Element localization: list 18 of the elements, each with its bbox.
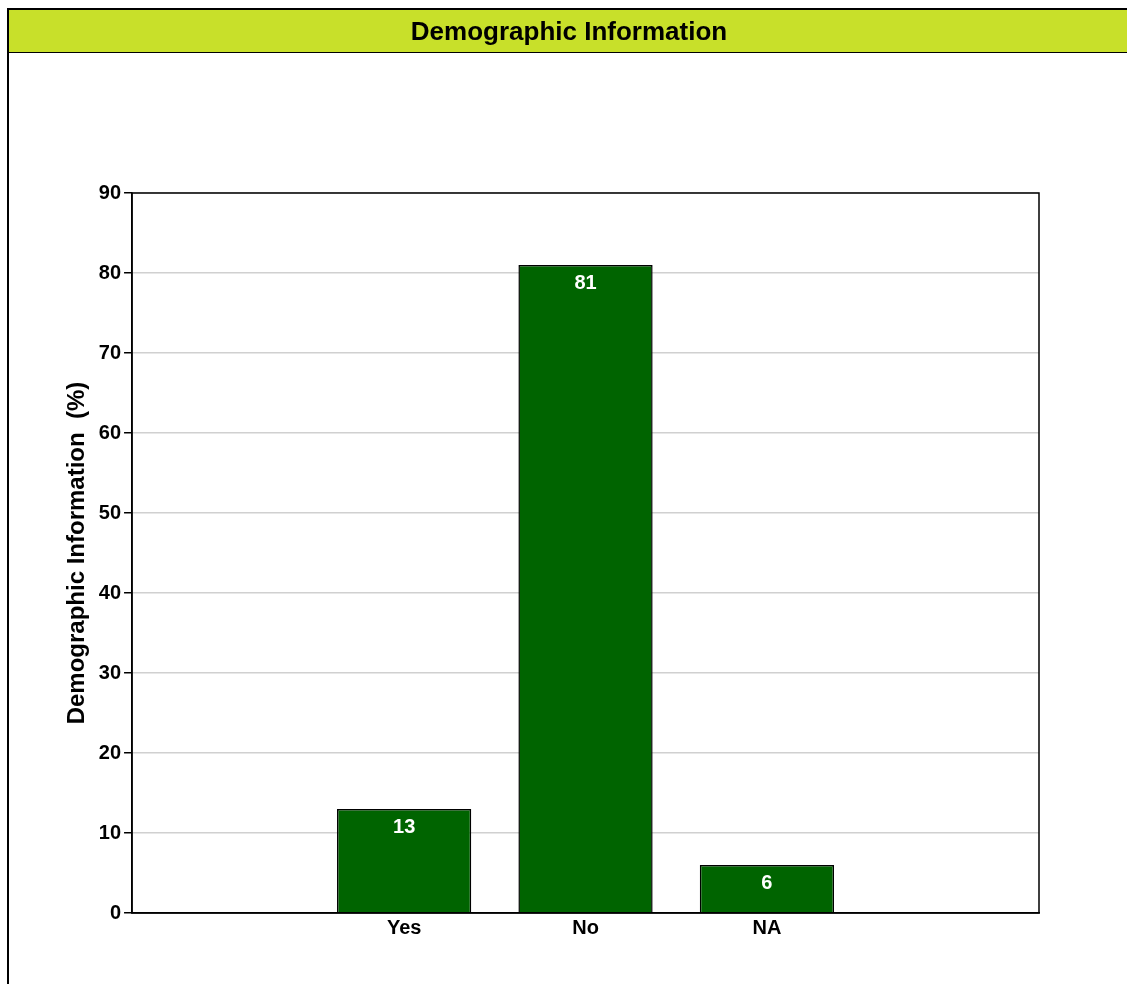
y-tick-label: 30 xyxy=(98,660,122,683)
data-label: 81 xyxy=(574,270,597,293)
y-tick-label: 40 xyxy=(98,580,122,603)
y-tick-label: 60 xyxy=(98,420,122,443)
x-tick-label: NA xyxy=(752,915,782,938)
y-axis-title: Demographic Information (%) xyxy=(62,381,90,725)
data-label: 6 xyxy=(761,870,773,893)
x-tick-label: No xyxy=(572,915,599,938)
y-tick-label: 20 xyxy=(98,740,122,763)
chart-title: Demographic Information xyxy=(9,10,1127,53)
y-tick-label: 10 xyxy=(98,820,122,843)
data-label: 13 xyxy=(393,814,416,837)
y-tick-label: 70 xyxy=(98,340,122,363)
y-tick-label: 50 xyxy=(98,500,122,523)
y-tick-label: 0 xyxy=(109,900,122,923)
y-tick-label: 80 xyxy=(98,260,122,283)
x-tick-label: Yes xyxy=(386,915,422,938)
y-tick-label: 90 xyxy=(98,180,122,203)
